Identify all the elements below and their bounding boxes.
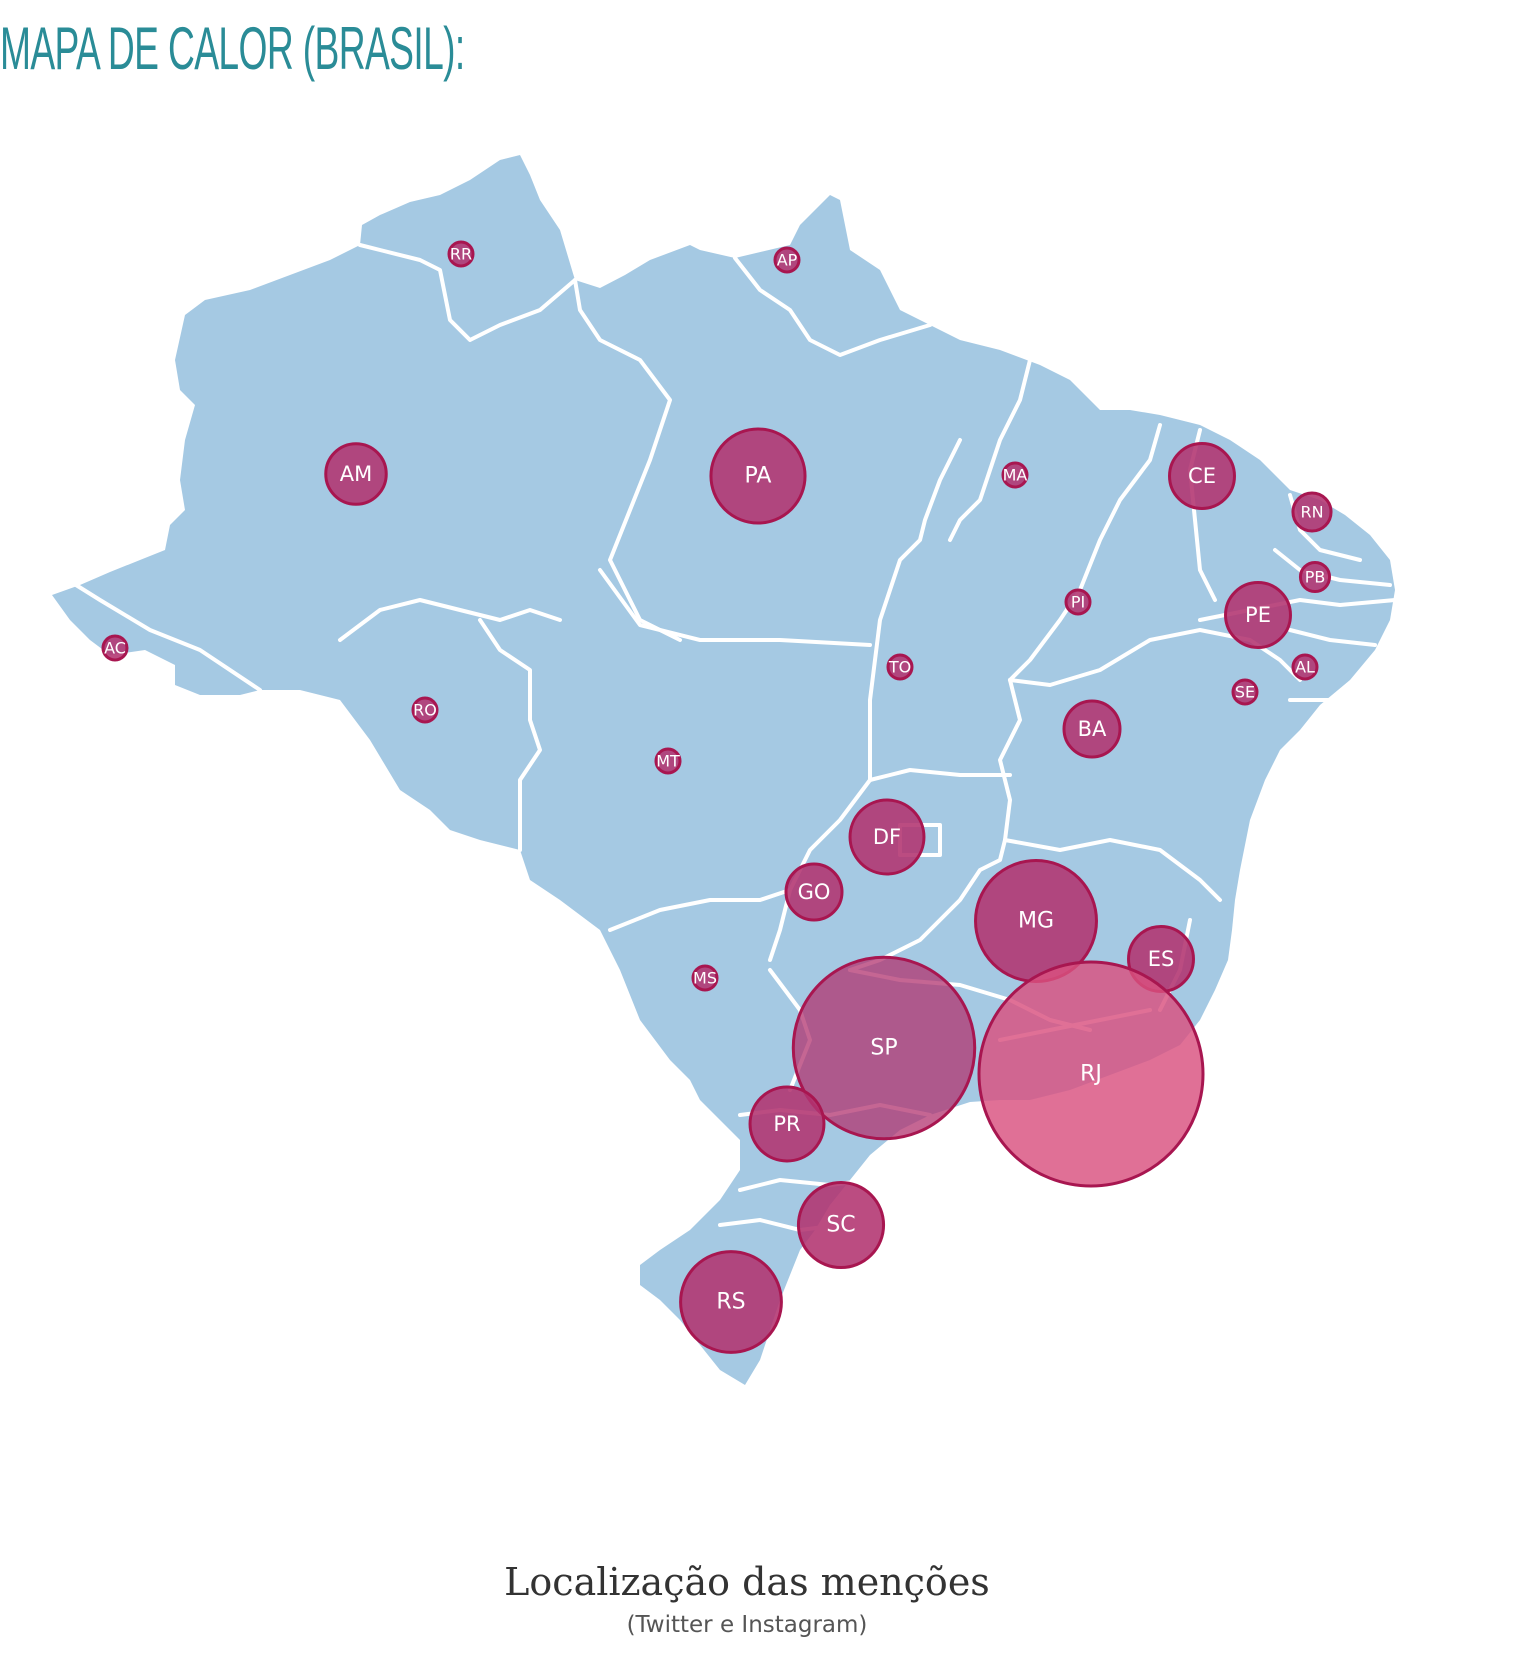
bubble-label: SP [870,1036,897,1061]
bubble-label: PB [1305,568,1326,587]
bubble-circle [886,653,914,681]
bubble-circle [773,246,801,274]
bubble-label: BA [1078,717,1107,741]
bubble-circle [1062,699,1122,759]
caption-title: Localização das menções [504,1560,990,1604]
bubble-circle [1231,678,1259,706]
state-bubble-pi: PI [1064,588,1092,616]
state-bubble-ac: AC [101,634,129,662]
state-bubble-sc: SC [796,1180,886,1270]
bubble-label: TO [888,658,911,677]
bubble-circle [1291,491,1333,533]
state-bubble-sp: SP [791,955,977,1141]
state-bubble-pa: PA [709,427,807,525]
bubble-circle [101,634,129,662]
bubble-label: MT [656,752,680,771]
state-bubble-rs: RS [679,1250,783,1354]
bubble-circle [1291,653,1319,681]
bubble-label: ES [1148,947,1175,971]
bubble-label: GO [798,880,831,904]
bubble-label: AP [777,251,798,270]
bubble-circle [1001,461,1029,489]
state-bubble-pb: PB [1298,560,1332,594]
bubble-label: PA [745,464,772,489]
bubble-label: MA [1003,466,1028,485]
bubble-circle [1224,581,1292,649]
caption-subtitle: (Twitter e Instagram) [626,1612,868,1638]
bubble-label: MS [693,969,717,988]
bubble-circle [1064,588,1092,616]
bubble-label: PR [773,1112,800,1136]
bubble-label: CE [1188,464,1216,488]
state-bubble-df: DF [848,798,926,876]
state-bubble-rj: RJ [977,960,1205,1188]
bubble-circle [324,442,388,506]
state-bubble-ma: MA [1001,461,1029,489]
state-bubble-mt: MT [654,747,682,775]
page-title: MAPA DE CALOR (BRASIL): [0,15,465,82]
bubble-label: DF [873,825,901,849]
brazil-map: RR AP AM PA MA CE RN PB PE PI AC RO TO AL SE BA MT DF GO MG… [0,140,1514,1520]
state-bubble-pe: PE [1224,581,1292,649]
bubble-circle [447,240,475,268]
bubble-circle [691,964,719,992]
bubble-circle [679,1250,783,1354]
state-bubble-to: TO [886,653,914,681]
bubble-circle [748,1085,826,1163]
state-bubble-ro: RO [411,696,439,724]
state-bubble-rr: RR [447,240,475,268]
bubble-circle [654,747,682,775]
bubble-label: SE [1235,683,1255,702]
bubble-label: AM [340,462,372,486]
bubble-circle [848,798,926,876]
bubble-circle [1168,442,1236,510]
bubble-label: RO [413,701,437,720]
state-bubble-ce: CE [1168,442,1236,510]
state-bubble-ba: BA [1062,699,1122,759]
bubble-circle [784,862,844,922]
bubble-circle [709,427,807,525]
bubble-label: MG [1018,909,1054,934]
state-bubble-rn: RN [1291,491,1333,533]
state-bubble-go: GO [784,862,844,922]
state-bubble-am: AM [324,442,388,506]
bubble-label: RJ [1080,1062,1102,1087]
state-bubble-pr: PR [748,1085,826,1163]
bubble-label: SC [826,1213,855,1238]
bubble-label: AL [1295,658,1315,677]
bubble-label: AC [104,639,126,658]
bubble-label: PI [1071,593,1085,612]
state-bubble-al: AL [1291,653,1319,681]
bubble-label: RR [450,245,472,264]
state-bubble-ms: MS [691,964,719,992]
bubble-label: RN [1300,503,1323,522]
state-bubble-ap: AP [773,246,801,274]
bubble-circle [1298,560,1332,594]
brazil-landmass [52,155,1395,1385]
bubble-circle [796,1180,886,1270]
state-bubble-se: SE [1231,678,1259,706]
bubbles-layer: RR AP AM PA MA CE RN PB PE PI AC RO TO AL SE BA MT DF GO MG… [101,240,1333,1354]
bubble-label: RS [716,1290,745,1315]
bubble-circle [977,960,1205,1188]
bubble-circle [411,696,439,724]
bubble-label: PE [1245,603,1271,627]
bubble-circle [791,955,977,1141]
brazil-map-svg: RR AP AM PA MA CE RN PB PE PI AC RO TO AL SE BA MT DF GO MG… [50,155,1397,1385]
